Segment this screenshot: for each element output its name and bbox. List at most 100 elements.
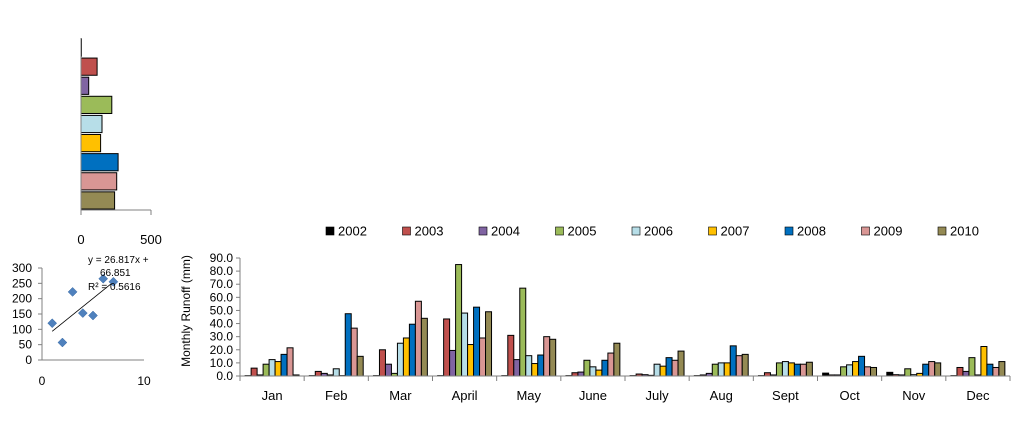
legend-label-2007: 2007: [721, 224, 750, 239]
main-y-tick-label: 40.0: [210, 317, 234, 331]
bar-Sept-2006: [782, 362, 788, 376]
bar-Dec-2005: [969, 358, 975, 376]
legend-swatch-2002: [326, 227, 334, 235]
bar-Oct-2009: [865, 367, 871, 376]
bar-Dec-2007: [981, 347, 987, 377]
x-tick-label-July: July: [646, 388, 670, 403]
x-tick-label-Sept: Sept: [772, 388, 799, 403]
bar-Jan-2006: [269, 360, 275, 376]
bar-May-2004: [514, 360, 520, 376]
y-axis-label: Monthly Runoff (mm): [179, 255, 193, 367]
legend-label-2006: 2006: [644, 224, 673, 239]
hbar-bar-2008: [81, 154, 118, 171]
hbar-bar-2003: [81, 58, 97, 75]
bar-July-2010: [678, 351, 684, 376]
x-tick-label-Jan: Jan: [262, 388, 283, 403]
legend-swatch-2005: [556, 227, 564, 235]
bar-May-2006: [526, 356, 532, 376]
main-y-tick-label: 70.0: [210, 277, 234, 291]
scatter-y-tick-label: 150: [12, 307, 32, 321]
bar-Mar-2004: [385, 364, 391, 376]
scatter-point: [68, 287, 77, 296]
bar-June-2009: [608, 353, 614, 376]
bar-Oct-2005: [841, 367, 847, 376]
bar-Mar-2008: [409, 324, 415, 376]
bar-Jan-2009: [287, 348, 293, 376]
bar-Dec-2010: [999, 362, 1005, 376]
bar-Feb-2010: [357, 356, 363, 376]
legend-label-2004: 2004: [491, 224, 520, 239]
bar-Mar-2003: [379, 350, 385, 376]
bar-Nov-2002: [887, 372, 893, 376]
bar-Dec-2004: [963, 371, 969, 376]
main-y-tick-label: 60.0: [210, 290, 234, 304]
legend-label-2010: 2010: [950, 224, 979, 239]
hbar-x-tick-label: 0: [77, 232, 84, 247]
x-tick-label-Nov: Nov: [902, 388, 926, 403]
x-tick-label-Feb: Feb: [325, 388, 347, 403]
bar-Aug-2006: [718, 363, 724, 376]
bar-April-2008: [474, 307, 480, 376]
bar-April-2004: [450, 350, 456, 376]
hbar-bar-2004: [81, 77, 89, 94]
bar-Dec-2009: [993, 367, 999, 376]
x-tick-label-May: May: [516, 388, 541, 403]
bar-June-2004: [578, 372, 584, 376]
bar-Nov-2009: [929, 362, 935, 376]
bar-June-2007: [596, 370, 602, 376]
scatter-y-tick-label: 50: [19, 338, 33, 352]
scatter-y-tick-label: 250: [12, 276, 32, 290]
bar-Sept-2007: [788, 363, 794, 376]
trendline-r-squared: R² = 0.5616: [88, 282, 141, 293]
bar-July-2006: [654, 364, 660, 376]
legend-swatch-2009: [862, 227, 870, 235]
trendline-equation: y = 26.817x +: [88, 255, 149, 266]
bar-Nov-2005: [905, 369, 911, 376]
main-y-tick-label: 90.0: [210, 251, 234, 265]
scatter-point: [58, 338, 67, 347]
bar-Feb-2008: [345, 314, 351, 376]
hbar-bar-2007: [81, 135, 101, 152]
bar-April-2007: [468, 345, 474, 376]
bar-Aug-2005: [712, 364, 718, 376]
bar-Nov-2010: [935, 363, 941, 376]
bar-Mar-2010: [421, 318, 427, 376]
bar-July-2008: [666, 358, 672, 376]
main-y-tick-label: 20.0: [210, 343, 234, 357]
x-tick-label-Dec: Dec: [966, 388, 990, 403]
x-tick-label-Aug: Aug: [710, 388, 733, 403]
legend-swatch-2010: [938, 227, 946, 235]
hbar-bar-2005: [81, 96, 112, 113]
bar-May-2009: [544, 337, 550, 376]
bar-July-2007: [660, 366, 666, 376]
main-y-tick-label: 0.0: [216, 369, 233, 383]
legend-label-2002: 2002: [338, 224, 367, 239]
bar-June-2010: [614, 343, 620, 376]
bar-Jan-2008: [281, 354, 287, 376]
legend-label-2005: 2005: [568, 224, 597, 239]
main-y-tick-label: 30.0: [210, 330, 234, 344]
bar-April-2010: [486, 312, 492, 376]
legend-label-2008: 2008: [797, 224, 826, 239]
scatter-y-tick-label: 100: [12, 322, 32, 336]
legend-swatch-2004: [479, 227, 487, 235]
bar-May-2007: [532, 364, 538, 376]
main-y-tick-label: 80.0: [210, 264, 234, 278]
main-y-tick-label: 10.0: [210, 356, 234, 370]
legend-swatch-2003: [403, 227, 411, 235]
legend-label-2009: 2009: [874, 224, 903, 239]
main-y-tick-label: 50.0: [210, 303, 234, 317]
scatter-point: [78, 309, 87, 318]
bar-Feb-2006: [333, 369, 339, 376]
bar-May-2010: [550, 339, 556, 376]
x-tick-label-Oct: Oct: [839, 388, 860, 403]
bar-Sept-2010: [806, 362, 812, 376]
bar-Mar-2009: [415, 301, 421, 376]
bar-Jan-2007: [275, 362, 281, 376]
bar-Sept-2009: [800, 364, 806, 376]
bar-April-2006: [462, 313, 468, 376]
bar-Jan-2005: [263, 364, 269, 376]
